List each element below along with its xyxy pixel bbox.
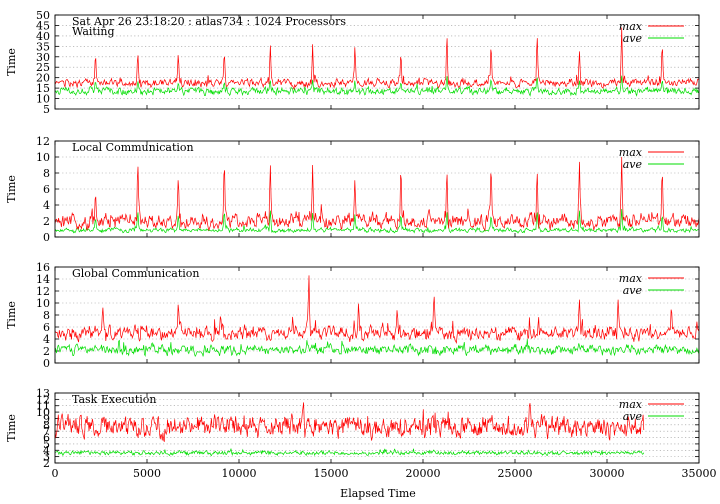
y-tick-label: 8 [43, 309, 50, 322]
x-tick-label: 20000 [406, 467, 441, 480]
y-tick-label: 12 [36, 393, 50, 406]
y-tick-label: 4 [43, 199, 50, 212]
series-ave-line [55, 339, 699, 358]
y-tick-label: 3 [43, 451, 50, 464]
series-max-line [55, 275, 699, 344]
y-tick-label: 30 [36, 51, 50, 64]
y-tick-label: 8 [43, 167, 50, 180]
panel-subtitle: Waiting [72, 25, 115, 38]
panel-title: Local Communication [72, 141, 194, 154]
legend-label-ave: ave [623, 32, 643, 45]
y-tick-label: 5 [43, 438, 50, 451]
y-tick-label: 4 [43, 444, 50, 457]
series-max-line [55, 402, 645, 442]
series-ave-line [55, 75, 699, 97]
y-tick-label: 10 [36, 406, 50, 419]
y-tick-label: 9 [43, 412, 50, 425]
y-tick-label: 25 [36, 61, 50, 74]
y-tick-label: 6 [43, 183, 50, 196]
plot-frame [54, 140, 700, 238]
y-tick-label: 35 [36, 40, 50, 53]
x-axis-label: Elapsed Time [340, 487, 416, 500]
x-tick-label: 5000 [133, 467, 161, 480]
y-tick-label: 13 [36, 387, 50, 400]
y-tick-label: 12 [36, 285, 50, 298]
y-tick-label: 40 [36, 30, 50, 43]
y-tick-label: 50 [36, 9, 50, 22]
x-tick-label: 15000 [314, 467, 349, 480]
plot-frame [54, 14, 700, 110]
series-max-line [55, 156, 699, 232]
legend-label-ave: ave [623, 410, 643, 423]
panel-title: Task Execution [72, 393, 156, 406]
legend-label-ave: ave [623, 158, 643, 171]
y-tick-label: 8 [43, 419, 50, 432]
x-tick-label: 35000 [682, 467, 717, 480]
legend-label-max: max [619, 272, 643, 285]
y-tick-label: 10 [36, 297, 50, 310]
y-axis-label: Time [5, 175, 18, 203]
y-tick-label: 20 [36, 72, 50, 85]
panel-title: Sat Apr 26 23:18:20 : atlas734 : 1024 Pr… [72, 15, 346, 28]
y-tick-label: 0 [43, 357, 50, 370]
y-tick-label: 11 [36, 400, 50, 413]
y-tick-label: 12 [36, 135, 50, 148]
legend-label-ave: ave [623, 284, 643, 297]
y-tick-label: 2 [43, 457, 50, 470]
series-ave-line [55, 208, 699, 234]
plot-frame [54, 266, 700, 364]
y-tick-label: 14 [36, 273, 50, 286]
y-tick-label: 0 [43, 231, 50, 244]
legend-label-max: max [619, 398, 643, 411]
series-ave-line [55, 448, 645, 457]
x-tick-label: 0 [52, 467, 59, 480]
plot-frame [54, 392, 700, 464]
y-tick-label: 4 [43, 333, 50, 346]
legend-label-max: max [619, 20, 643, 33]
y-axis-label: Time [5, 414, 18, 442]
x-tick-label: 30000 [590, 467, 625, 480]
series-max-line [55, 27, 699, 91]
y-tick-label: 15 [36, 82, 50, 95]
y-tick-label: 6 [43, 432, 50, 445]
legend-label-max: max [619, 146, 643, 159]
y-tick-label: 16 [36, 261, 50, 274]
x-tick-label: 25000 [498, 467, 533, 480]
y-tick-label: 5 [43, 103, 50, 116]
y-axis-label: Time [5, 48, 18, 76]
y-tick-label: 7 [43, 425, 50, 438]
panel-title: Global Communication [72, 267, 200, 280]
y-axis-label: Time [5, 301, 18, 329]
y-tick-label: 10 [36, 93, 50, 106]
x-tick-label: 10000 [222, 467, 257, 480]
y-tick-label: 45 [36, 19, 50, 32]
y-tick-label: 2 [43, 345, 50, 358]
y-tick-label: 6 [43, 321, 50, 334]
y-tick-label: 2 [43, 215, 50, 228]
y-tick-label: 10 [36, 151, 50, 164]
